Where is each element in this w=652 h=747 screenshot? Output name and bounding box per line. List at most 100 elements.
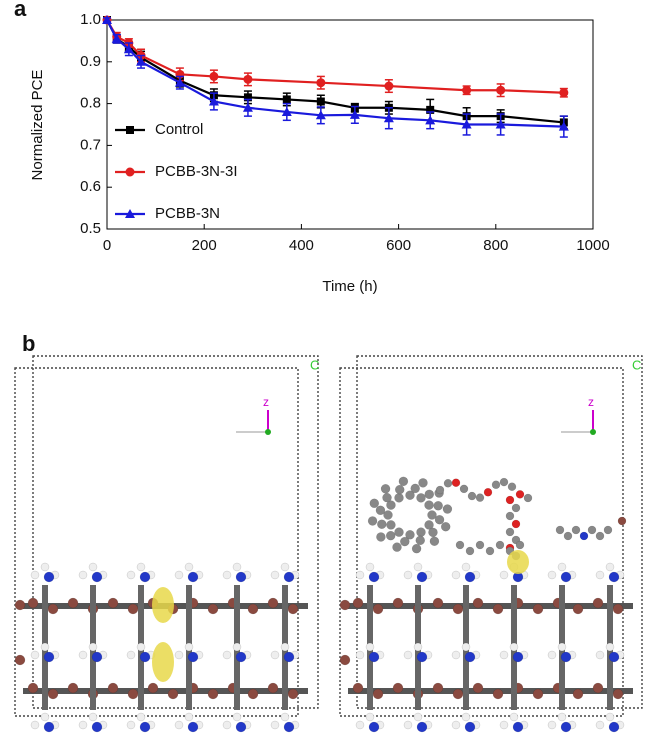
- atom: [372, 688, 384, 700]
- atom: [617, 516, 627, 526]
- atom: [283, 571, 295, 583]
- atom: [222, 570, 232, 580]
- atom: [339, 654, 351, 666]
- atom: [222, 720, 232, 730]
- atom: [377, 519, 387, 529]
- atom: [592, 597, 604, 609]
- atom: [483, 487, 493, 497]
- x-tick-label: 200: [192, 237, 217, 254]
- atom: [355, 570, 365, 580]
- atom: [435, 485, 445, 495]
- atom: [451, 570, 461, 580]
- marker: [316, 97, 325, 106]
- atom: [429, 536, 440, 546]
- atom: [459, 484, 469, 494]
- atom: [424, 489, 435, 500]
- atom: [499, 570, 509, 580]
- atom: [532, 603, 544, 615]
- atom: [283, 721, 295, 733]
- atom: [247, 603, 259, 615]
- atom: [365, 562, 375, 572]
- atom: [461, 562, 471, 572]
- atom: [612, 603, 624, 615]
- atom: [392, 597, 404, 609]
- atom: [40, 642, 50, 652]
- bond-layer: [348, 688, 633, 694]
- atom: [365, 642, 375, 652]
- atom: [352, 682, 364, 694]
- atom: [267, 597, 279, 609]
- atom: [339, 599, 351, 611]
- atom: [222, 650, 232, 660]
- cell-box: [14, 367, 299, 717]
- x-axis-title: Time (h): [322, 278, 377, 295]
- marker: [243, 74, 253, 84]
- atom: [464, 721, 476, 733]
- atom: [467, 491, 477, 501]
- x-tick-label: 800: [483, 237, 508, 254]
- atom: [555, 525, 565, 535]
- atom: [512, 721, 524, 733]
- atom: [563, 531, 573, 541]
- atom: [355, 650, 365, 660]
- atom: [595, 531, 605, 541]
- atom: [608, 571, 620, 583]
- atom: [495, 540, 505, 550]
- atom: [283, 651, 295, 663]
- atom: [91, 571, 103, 583]
- atom: [579, 531, 589, 541]
- y-tick-label: 0.7: [80, 136, 101, 153]
- atom: [88, 712, 98, 722]
- atom: [78, 720, 88, 730]
- marker: [462, 85, 472, 95]
- charge-density: [152, 642, 174, 682]
- atom: [27, 682, 39, 694]
- atom: [511, 519, 521, 529]
- atom: [287, 603, 299, 615]
- atom: [232, 562, 242, 572]
- marker: [281, 106, 292, 116]
- atom: [386, 520, 396, 530]
- marker: [282, 95, 291, 104]
- atom: [587, 525, 597, 535]
- axis-triad-label: z: [588, 395, 594, 409]
- atom: [107, 682, 119, 694]
- atom: [394, 484, 405, 495]
- series-line: [106, 19, 564, 94]
- atom: [392, 682, 404, 694]
- atom: [475, 540, 485, 550]
- atom: [187, 571, 199, 583]
- atom: [452, 603, 464, 615]
- atom: [405, 490, 415, 500]
- atom: [147, 682, 159, 694]
- atom: [560, 571, 572, 583]
- marker: [208, 96, 219, 106]
- charge-density: [507, 550, 529, 574]
- atom: [27, 597, 39, 609]
- legend-marker: [126, 126, 134, 134]
- atom: [464, 571, 476, 583]
- atom: [91, 721, 103, 733]
- atom: [136, 712, 146, 722]
- atom: [485, 546, 495, 556]
- atom: [235, 651, 247, 663]
- atom: [432, 597, 444, 609]
- atom: [174, 570, 184, 580]
- atom: [451, 650, 461, 660]
- atom: [174, 720, 184, 730]
- atom: [410, 483, 420, 494]
- marker: [426, 105, 435, 114]
- atom: [247, 688, 259, 700]
- atom: [385, 530, 396, 541]
- atom: [88, 562, 98, 572]
- atom: [187, 721, 199, 733]
- atom: [491, 480, 501, 489]
- marker: [558, 121, 569, 131]
- atom: [595, 720, 605, 730]
- x-tick-label: 400: [289, 237, 314, 254]
- atom: [418, 478, 428, 488]
- axis-triad-label: z: [263, 395, 269, 409]
- cell-box: [339, 367, 624, 717]
- atom: [560, 721, 572, 733]
- atom: [184, 562, 194, 572]
